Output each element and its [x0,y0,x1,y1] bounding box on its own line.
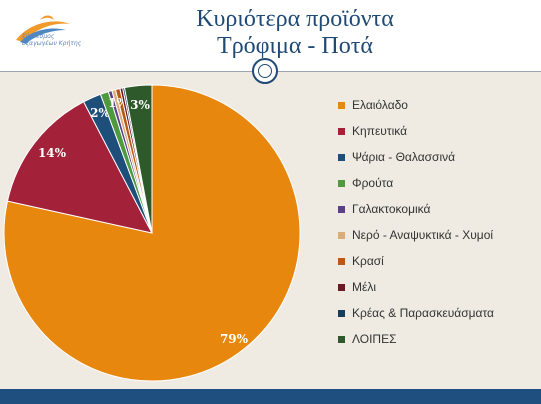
pie-slice [6,101,153,234]
legend-item: Κηπευτικά [338,118,538,144]
legend-swatch [338,153,345,161]
legend-item: Ελαιόλαδο [338,92,538,118]
page-subtitle: Τρόφιμα - Ποτά [217,33,373,59]
legend-label: Κρέας & Παρασκευάσματα [352,306,494,320]
legend-item: Ψάρια - Θαλασσινά [338,144,538,170]
legend-label: Ψάρια - Θαλασσινά [352,150,456,164]
footer-bar [0,389,541,404]
legend-label: Νερό - Αναψυκτικά - Χυμοί [352,228,494,242]
legend-item: Κρασί [338,248,538,274]
legend-label: Φρούτα [352,176,394,190]
chart-legend: Ελαιόλαδο Κηπευτικά Ψάρια - Θαλασσινά Φρούτ… [338,92,538,352]
legend-label: Μέλι [352,280,377,294]
pie-slice [123,84,153,234]
legend-swatch [338,179,345,187]
legend-swatch [338,257,345,265]
legend-swatch [338,335,345,343]
legend-swatch [338,205,345,213]
circle-ornament-icon [252,58,278,84]
pie-data-label: 79% [220,332,249,346]
legend-swatch [338,127,345,135]
legend-label: Κρασί [352,254,384,268]
page-title: Κυριότερα προϊόντα [196,6,394,32]
legend-item: ΛΟΙΠΕΣ [338,326,538,352]
legend-item: Κρέας & Παρασκευάσματα [338,300,538,326]
legend-label: Γαλακτοκομικά [352,202,431,216]
legend-item: Φρούτα [338,170,538,196]
logo-text-line1: Σύνδεσμος [22,33,55,40]
legend-item: Μέλι [338,274,538,300]
pie-data-label: 3% [130,98,150,112]
legend-item: Νερό - Αναψυκτικά - Χυμοί [338,222,538,248]
pie-data-label: 14% [38,146,67,160]
legend-label: Ελαιόλαδο [352,98,408,112]
legend-swatch [338,231,345,239]
legend-label: Κηπευτικά [352,124,408,138]
legend-swatch [338,309,345,317]
pie-data-label: 2% [90,106,110,120]
logo-text-line2: Εξαγωγέων Κρήτης [22,40,82,47]
legend-item: Γαλακτοκομικά [338,196,538,222]
legend-label: ΛΟΙΠΕΣ [352,332,397,346]
logo [10,12,120,56]
logo-text: Σύνδεσμος Εξαγωγέων Κρήτης [22,33,122,47]
logo-swoosh-icon [16,15,70,44]
legend-swatch [338,101,345,109]
legend-swatch [338,283,345,291]
